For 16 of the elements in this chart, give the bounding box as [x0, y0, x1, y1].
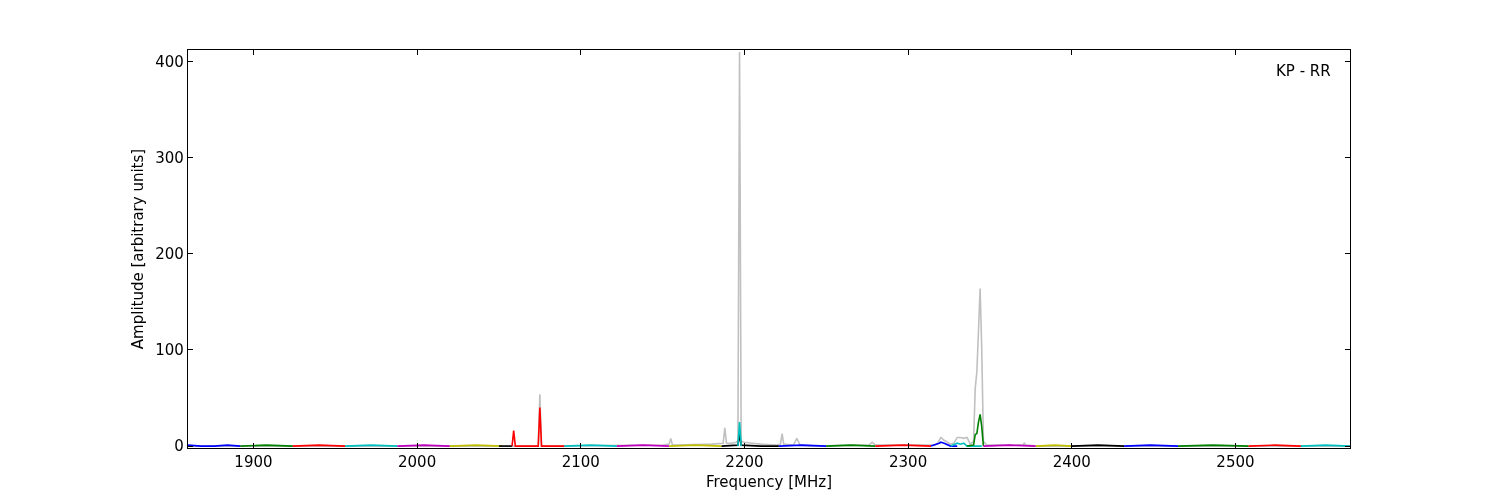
x-tick-label: 2400 [1052, 453, 1091, 472]
x-tick-label: 2300 [889, 453, 928, 472]
x-tick-label: 2500 [1216, 453, 1255, 472]
y-tick-label: 300 [155, 148, 184, 167]
y-tick-label: 0 [174, 437, 184, 456]
y-tick-label: 200 [155, 245, 184, 264]
x-tick-label: 2100 [561, 453, 600, 472]
y-tick-label: 400 [155, 52, 184, 71]
x-tick-label: 1900 [234, 453, 273, 472]
line-series [966, 413, 985, 447]
y-tick-label: 100 [155, 341, 184, 360]
x-axis-title: Frequency [MHz] [705, 473, 833, 492]
annotation: KP - RR [1276, 62, 1331, 80]
x-tick-label: 2000 [398, 453, 437, 472]
x-tick-label: 2200 [725, 453, 764, 472]
y-axis-title: Amplitude [arbitrary units] [128, 148, 147, 350]
